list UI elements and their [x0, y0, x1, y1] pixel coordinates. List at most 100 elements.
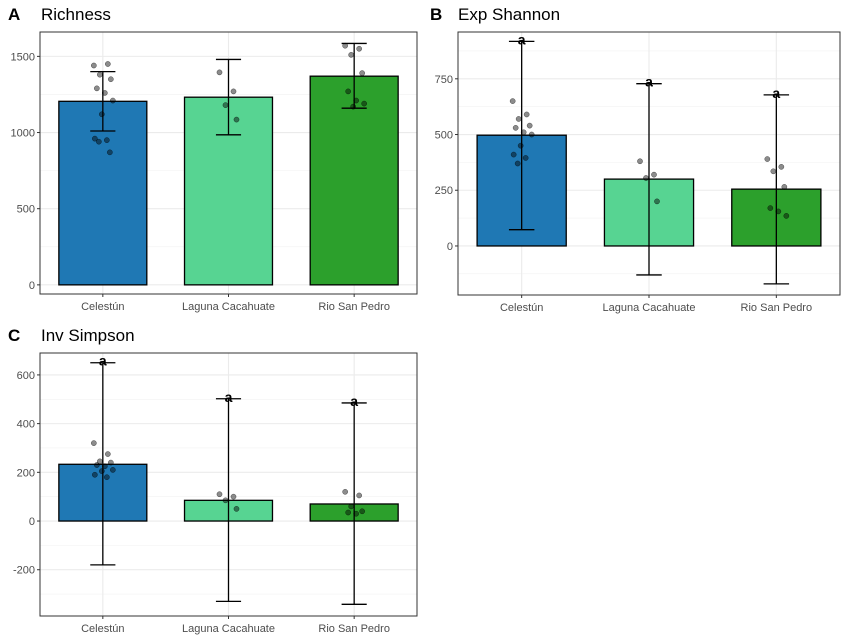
data-point — [651, 171, 657, 178]
data-point — [359, 508, 366, 515]
y-tick-label: 250 — [435, 185, 453, 197]
data-point — [101, 463, 108, 470]
y-tick-label: 400 — [17, 419, 35, 431]
significance-label: a — [518, 31, 526, 47]
data-point — [528, 131, 535, 138]
data-point — [526, 122, 533, 129]
panel-c: a a a -200 0 200 400 600 Celestún Laguna Cacahuat… — [8, 326, 418, 635]
data-point — [783, 213, 790, 219]
data-point — [342, 488, 349, 495]
data-point — [107, 459, 114, 466]
data-point — [348, 51, 355, 58]
data-point — [103, 137, 110, 144]
data-point — [643, 175, 649, 181]
panel-title: Inv Simpson — [41, 326, 135, 345]
data-point — [93, 462, 100, 468]
data-point — [520, 129, 527, 136]
significance-label: a — [772, 85, 780, 101]
data-point — [98, 111, 105, 118]
y-tick-label: 0 — [447, 241, 453, 253]
data-point — [764, 156, 771, 162]
data-point — [353, 97, 360, 104]
significance-label: a — [99, 353, 107, 369]
y-tick-label: 0 — [29, 280, 35, 292]
data-point — [101, 90, 108, 96]
data-point — [90, 440, 97, 446]
data-point — [109, 467, 116, 473]
y-tick-label: 1500 — [11, 51, 35, 63]
y-tick-label: 600 — [17, 370, 35, 382]
data-point — [95, 138, 102, 145]
y-tick-label: 500 — [17, 204, 35, 216]
data-point — [770, 168, 777, 175]
panel-title: Richness — [41, 5, 111, 24]
data-point — [515, 116, 522, 122]
x-tick-label: Laguna Cacahuate — [603, 302, 696, 314]
significance-label: a — [350, 393, 358, 409]
x-tick-label: Celestún — [81, 301, 124, 313]
data-point — [233, 116, 240, 123]
bar-3 — [309, 75, 399, 286]
data-point — [781, 184, 788, 190]
data-point — [103, 474, 110, 481]
bar-1 — [58, 100, 148, 286]
data-point — [359, 70, 366, 76]
data-point — [222, 102, 229, 108]
panel-b: a a a 0 250 500 750 Celestún Laguna Cacahuate Rio… — [430, 5, 841, 314]
data-point — [230, 493, 237, 500]
data-point — [104, 61, 111, 67]
y-tick-label: 0 — [29, 516, 35, 528]
data-point — [512, 124, 519, 131]
data-point — [361, 100, 368, 107]
data-point — [356, 492, 363, 499]
panel-tag: C — [8, 326, 20, 345]
x-tick-label: Celestún — [500, 302, 543, 314]
data-point — [93, 85, 100, 92]
data-point — [348, 503, 355, 510]
x-tick-label: Rio San Pedro — [318, 301, 390, 313]
x-tick-label: Laguna Cacahuate — [182, 301, 275, 313]
data-point — [510, 151, 517, 158]
data-point — [767, 205, 774, 211]
significance-label: a — [645, 74, 653, 90]
data-point — [522, 155, 529, 161]
data-point — [637, 158, 643, 165]
data-point — [104, 451, 111, 457]
data-point — [109, 97, 116, 104]
data-point — [96, 458, 103, 465]
data-point — [91, 471, 98, 478]
data-point — [654, 198, 660, 205]
y-tick-label: 500 — [435, 130, 453, 142]
data-point — [345, 509, 352, 516]
data-point — [778, 163, 785, 170]
data-point — [222, 497, 229, 504]
data-point — [91, 135, 98, 142]
data-point — [216, 69, 223, 76]
significance-label: a — [225, 389, 233, 405]
panel-tag: A — [8, 5, 20, 24]
panel-a: 0 500 1000 1500 Celestún Laguna Cacahuate Rio … — [8, 5, 418, 313]
data-point — [233, 506, 240, 512]
x-tick-label: Rio San Pedro — [318, 623, 390, 635]
x-tick-label: Rio San Pedro — [741, 302, 813, 314]
data-point — [98, 468, 105, 474]
data-point — [356, 45, 363, 52]
data-point — [514, 160, 521, 167]
data-point — [345, 88, 352, 95]
y-tick-label: -200 — [13, 565, 35, 577]
y-tick-label: 1000 — [11, 128, 35, 140]
data-point — [90, 62, 97, 69]
y-tick-label: 200 — [17, 467, 35, 479]
x-tick-label: Laguna Cacahuate — [182, 623, 275, 635]
data-point — [353, 510, 360, 517]
data-point — [523, 111, 530, 118]
data-point — [107, 76, 114, 83]
data-point — [517, 142, 524, 149]
data-point — [350, 103, 357, 110]
data-point — [216, 491, 223, 498]
x-tick-label: Celestún — [81, 623, 124, 635]
data-point — [96, 71, 103, 78]
panel-tag: B — [430, 5, 442, 24]
panel-title: Exp Shannon — [458, 5, 560, 24]
